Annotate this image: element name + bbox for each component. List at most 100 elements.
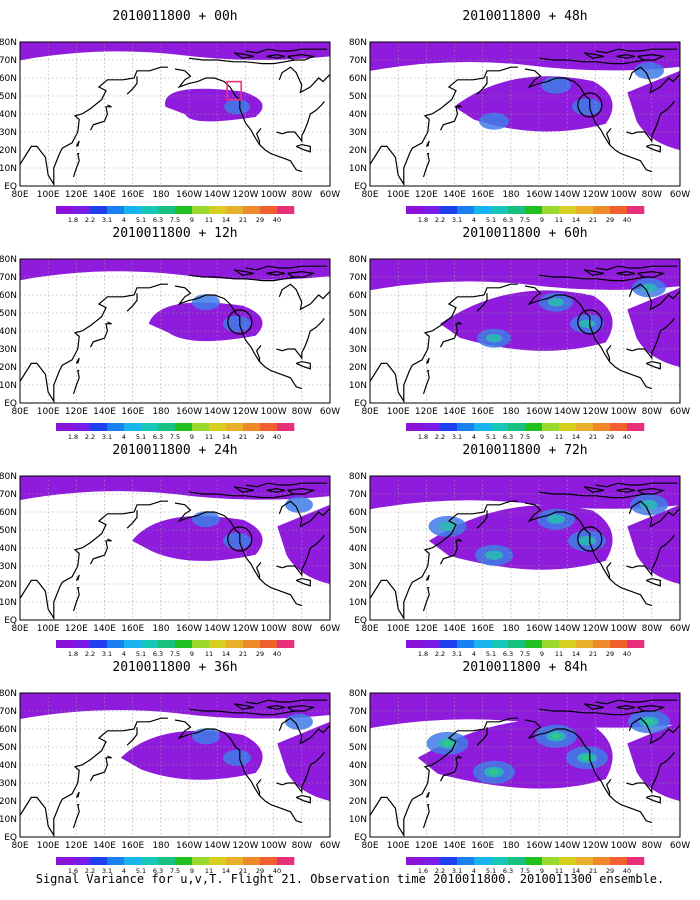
lon-label: 160E [121,841,144,851]
lon-label: 120W [232,841,258,851]
lon-label: 100E [387,407,410,417]
colorbar: 1.8 2.2 3.1 4 5.1 6.3 7.5 9 11 14 21 29 40 [406,423,645,441]
colorbar-label: 3.1 [102,216,112,224]
colorbar: 1.8 2.2 3.1 4 5.1 6.3 7.5 9 11 14 21 29 40 [406,640,645,658]
coastline [606,779,612,796]
colorbar-label: 40 [623,867,631,875]
coastline [75,574,80,581]
coastline [276,782,288,786]
target-circle [577,526,603,552]
colorbar-label: 21 [589,867,597,875]
lon-label: 120W [582,407,608,417]
colorbar-label: 11 [555,216,563,224]
colorbar-label: 29 [256,433,264,441]
lat-label: 40N [349,761,367,771]
colorbar-swatch [243,206,261,214]
coastline [89,538,112,565]
variance-core [192,294,220,311]
lat-label: 30N [349,562,367,572]
coastline [256,562,262,579]
lon-label: 100E [387,190,410,200]
coastline [287,704,316,712]
coastline [233,703,255,710]
coastline [637,318,675,360]
colorbar-swatch [610,206,628,214]
lon-label: 120W [582,624,608,634]
colorbar-swatch [474,857,492,865]
coastline [72,586,80,612]
colorbar-swatch [175,640,193,648]
colorbar-label: 2.2 [435,650,445,658]
lat-label: 80N [349,689,367,699]
variance-region-east [277,721,330,801]
lon-label: 100W [261,190,287,200]
coastline [539,708,645,716]
coastline [20,500,168,620]
lat-label: 30N [349,779,367,789]
variance-core-max [489,769,499,775]
lat-label: 30N [349,345,367,355]
colorbar-label: 11 [205,433,213,441]
variance-region-east [627,70,680,150]
lon-label: 140W [204,190,230,200]
lon-label: 180 [502,407,519,417]
variance-core-high [547,514,565,524]
lat-label: 40N [0,761,17,771]
colorbar-swatch [90,423,108,431]
lon-label: 140W [554,841,580,851]
lat-label: 20N [349,363,367,373]
colorbar-swatch [593,640,611,648]
colorbar-swatch [192,423,210,431]
lat-label: 20N [0,580,17,590]
coastline [245,265,328,271]
lon-label: 80E [11,841,28,851]
colorbar-swatch [260,423,278,431]
variance-region-east [627,504,680,584]
colorbar-swatch [56,640,74,648]
colorbar-swatch [90,857,108,865]
variance-core [285,713,313,730]
colorbar-label: 7.5 [170,867,180,875]
lat-label: EQ [4,182,17,192]
colorbar-label: 40 [273,433,281,441]
colorbar-label: 6.3 [153,650,163,658]
colorbar-label: 29 [606,650,614,658]
lon-label: 160E [121,190,144,200]
coastline [276,131,288,135]
lat-label: 70N [0,707,17,717]
lat-label: 50N [0,309,17,319]
colorbar-swatch [56,423,74,431]
coastline [626,131,638,135]
lon-label: 140W [204,841,230,851]
lat-label: 50N [349,92,367,102]
lat-label: 60N [349,74,367,84]
colorbar-label: 2.2 [435,216,445,224]
colorbar-label: 2.2 [85,433,95,441]
colorbar-swatch [610,857,628,865]
lon-label: 120W [232,624,258,634]
colorbar-swatch [559,640,577,648]
variance-core-high [578,319,596,329]
colorbar-label: 14 [572,433,580,441]
colorbar: 1.6 2.2 3.1 4 5.1 6.3 7.5 9 11 14 21 29 40 [56,857,295,875]
coastline [287,101,325,143]
colorbar-swatch [542,640,560,648]
colorbar-swatch [457,857,475,865]
coastline [295,360,311,370]
colorbar-swatch [209,857,227,865]
lon-label: 140E [93,624,116,634]
lon-label: 80W [292,841,312,851]
lon-label: 120E [415,624,438,634]
panel-title: 2010011800 + 36h [112,660,237,675]
colorbar-label: 7.5 [520,216,530,224]
lon-label: 100E [37,190,60,200]
coastline [189,491,295,499]
colorbar-label: 29 [256,216,264,224]
lon-label: 140W [554,624,580,634]
colorbar-label: 5.1 [486,216,496,224]
colorbar-label: 7.5 [520,867,530,875]
lat-label: EQ [354,399,367,409]
variance-core [223,749,251,766]
lat-label: 60N [349,291,367,301]
